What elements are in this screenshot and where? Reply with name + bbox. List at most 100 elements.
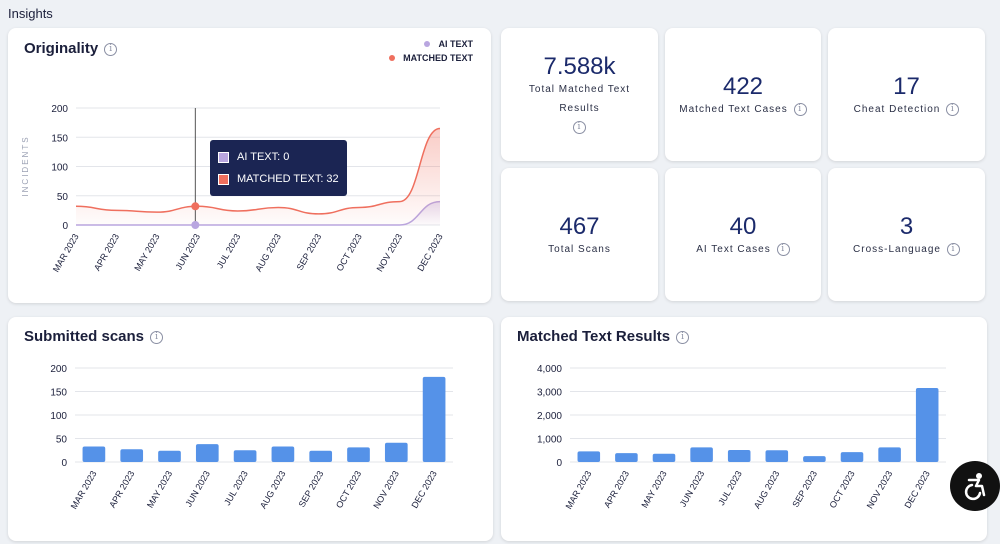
stat-card-ai-text-cases[interactable]: 40 AI Text Cases i: [665, 168, 821, 301]
y-tick-label: 200: [50, 364, 67, 375]
legend-item-matched-text[interactable]: MATCHED TEXT: [389, 53, 473, 63]
submitted-scans-bar-chart[interactable]: 0 50 100 150 200 MAR 2023 APR 2023 MAY 2023 JUN …: [8, 317, 493, 541]
legend-item-ai-text[interactable]: AI TEXT: [389, 39, 473, 49]
x-tick-label: MAY 2023: [132, 232, 161, 273]
x-tick-label: SEP 2023: [295, 232, 324, 272]
stat-label: Total Scans: [548, 244, 611, 255]
tooltip-swatch-icon: [218, 151, 229, 163]
x-tick-label: JUN 2023: [173, 232, 202, 272]
y-tick-label: 150: [50, 388, 67, 399]
matched-text-results-bar-chart[interactable]: 0 1,000 2,000 3,000 4,000 MAR 2023 APR 2023 MAY…: [501, 317, 987, 541]
info-icon[interactable]: i: [676, 330, 690, 344]
x-tick-label: JUN 2023: [678, 469, 707, 509]
info-icon[interactable]: i: [946, 242, 960, 256]
bar: [233, 450, 257, 462]
bar: [309, 450, 333, 462]
bar: [803, 456, 826, 462]
y-tick-label: 3,000: [537, 388, 562, 399]
info-icon[interactable]: i: [150, 330, 164, 344]
legend-label: MATCHED TEXT: [403, 53, 473, 63]
originality-line-chart[interactable]: 0 50 100 150 200 INCIDENTS MAR 2023 APR 2023 MAY…: [8, 28, 491, 303]
bar: [878, 447, 901, 462]
bar: [577, 451, 601, 462]
stat-label-text: Matched Text Cases: [679, 104, 788, 115]
x-tick-label: JUL 2023: [222, 469, 250, 507]
x-tick-label: AUG 2023: [752, 469, 782, 510]
info-icon[interactable]: i: [946, 102, 960, 116]
x-tick-label: AUG 2023: [253, 232, 283, 273]
stat-value: 467: [559, 213, 600, 240]
stat-card-total-scans[interactable]: 467 Total Scans: [501, 168, 658, 301]
bar: [120, 449, 144, 462]
bar: [652, 453, 676, 462]
stat-label: Cheat Detection i: [836, 100, 977, 119]
stat-card-cross-language[interactable]: 3 Cross-Language i: [828, 168, 985, 301]
y-axis-label: INCIDENTS: [21, 135, 30, 196]
stat-value: 40: [729, 213, 757, 240]
x-tick-label: AUG 2023: [258, 469, 288, 510]
bar: [727, 450, 751, 462]
x-tick-label: MAY 2023: [145, 469, 174, 510]
accessibility-icon: [964, 473, 986, 501]
series-area: [76, 128, 440, 225]
stat-value: 17: [893, 73, 920, 100]
chart-tooltip: AI TEXT: 0 MATCHED TEXT: 32: [210, 140, 347, 196]
x-tick-label: DEC 2023: [903, 469, 932, 510]
x-tick-label: APR 2023: [602, 469, 631, 510]
y-tick-label: 100: [50, 411, 67, 422]
accessibility-button[interactable]: [950, 461, 1000, 511]
bar: [384, 442, 408, 462]
tooltip-ai-text: AI TEXT: 0: [237, 151, 290, 163]
x-tick-label: JUN 2023: [183, 469, 212, 509]
stat-value: 3: [899, 213, 914, 240]
bar: [422, 376, 446, 462]
x-tick-label: DEC 2023: [409, 469, 438, 510]
x-tick-label: NOV 2023: [865, 469, 895, 510]
bar: [615, 453, 638, 462]
info-icon[interactable]: i: [573, 120, 586, 134]
stat-label: AI Text Cases i: [673, 240, 813, 259]
x-tick-label: OCT 2023: [335, 232, 364, 273]
series-line: [75, 127, 441, 215]
stat-card-cheat-detection[interactable]: 17 Cheat Detection i: [828, 28, 985, 161]
bar: [347, 447, 370, 462]
matched-text-results-card: Matched Text Results i 0 1,000 2,000 3,000 4,…: [501, 317, 987, 541]
y-tick-label: 0: [61, 458, 67, 469]
x-tick-label: APR 2023: [92, 232, 121, 273]
stat-label-text: Total Matched Text Results: [528, 84, 631, 114]
info-icon[interactable]: i: [776, 242, 790, 256]
y-tick-label: 50: [56, 435, 68, 446]
legend-label: AI TEXT: [438, 39, 473, 49]
stat-card-total-matched[interactable]: 7.588k Total Matched Text Results i: [501, 28, 658, 161]
tooltip-matched-text: MATCHED TEXT: 32: [237, 173, 339, 185]
x-tick-label: DEC 2023: [415, 232, 444, 273]
info-icon[interactable]: i: [104, 42, 118, 56]
stat-label: Total Matched Text Results i: [509, 80, 650, 137]
y-tick-label: 50: [57, 192, 69, 203]
x-tick-label: OCT 2023: [827, 469, 856, 510]
page-title: Insights: [8, 6, 53, 21]
x-tick-label: NOV 2023: [375, 232, 405, 273]
bar: [690, 447, 713, 462]
hover-point: [191, 202, 200, 211]
stat-label: Cross-Language i: [836, 240, 977, 259]
y-tick-label: 0: [556, 458, 562, 469]
stat-label-text: AI Text Cases: [696, 244, 771, 255]
x-tick-label: MAR 2023: [51, 232, 81, 274]
stat-label-text: Cross-Language: [853, 244, 941, 255]
bar: [82, 446, 106, 462]
legend-dot-icon: [424, 41, 431, 47]
tooltip-row-matched: MATCHED TEXT: 32: [218, 168, 339, 190]
info-icon[interactable]: i: [793, 102, 807, 116]
bar: [765, 450, 789, 462]
y-tick-label: 0: [62, 221, 68, 232]
legend-dot-icon: [389, 55, 396, 61]
x-tick-label: MAR 2023: [564, 469, 594, 511]
x-tick-label: OCT 2023: [334, 469, 363, 510]
y-tick-label: 100: [51, 163, 68, 174]
bar: [271, 446, 295, 462]
x-tick-label: MAR 2023: [69, 469, 99, 511]
matched-results-title-text: Matched Text Results: [517, 328, 671, 345]
y-tick-label: 200: [51, 104, 68, 115]
stat-card-matched-cases[interactable]: 422 Matched Text Cases i: [665, 28, 821, 161]
